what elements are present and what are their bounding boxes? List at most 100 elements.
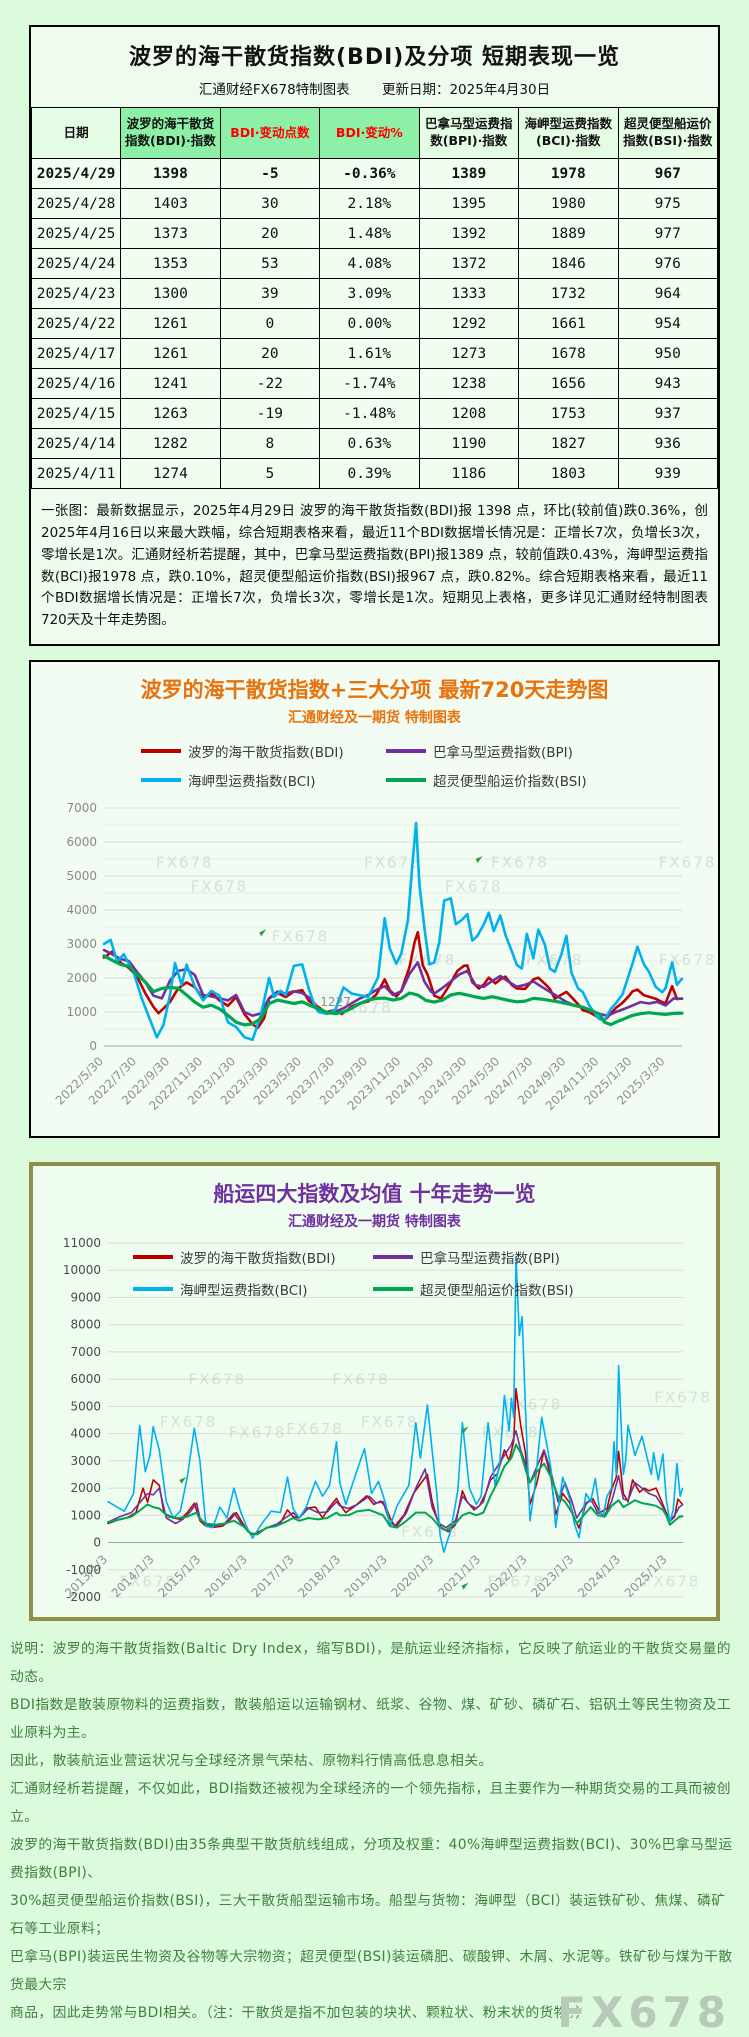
table-cell: -22 [219,368,321,399]
table-cell: 1300 [120,278,221,309]
chart-watermark: FX678 [364,854,422,872]
table-cell: 0.39% [319,458,420,489]
y-tick-label: 2000 [70,1481,101,1495]
x-tick-label: 2018/1/3 [295,1552,343,1600]
y-tick-label: 0 [93,1536,101,1550]
table-cell: 976 [617,248,719,279]
table-cell: 1846 [518,248,619,279]
legend-item: 波罗的海干散货指数(BDI) [133,1247,373,1267]
series-line [102,954,684,1027]
footer-line: BDI指数是散装原物料的运费指数，散装船运以运输钢材、纸浆、谷物、煤、矿砂、磷矿… [10,1697,732,1742]
footer-lines: 说明：波罗的海干散货指数(Baltic Dry Index，缩写BDI)，是航运… [10,1635,739,2027]
table-cell: 939 [617,458,719,489]
table-cell: 1.61% [319,338,420,369]
y-tick-label: 0 [89,1039,97,1053]
column-header: BDI·变动% [319,107,420,159]
table-subtitle-date: 更新日期：2025年4月30日 [381,82,551,98]
chart-720-panel: 波罗的海干散货指数+三大分项 最新720天走势图 汇通财经及一期货 特制图表 波… [29,660,720,1139]
table-cell: 967 [617,158,719,189]
table-cell: 1190 [418,428,520,459]
y-tick-label: 1000 [66,1005,97,1019]
chart-720-svg: 010002000300040005000600070002022/5/3020… [53,801,717,1113]
legend-item: 巴拿马型运费指数(BPI) [386,741,631,761]
table-cell: 1261 [120,338,221,369]
legend-label: 波罗的海干散货指数(BDI) [188,745,344,762]
chart-10y-svg: -2000 -1000 0 1000 2000 3000 4000 5000 6000 7000 8… [62,1236,710,1604]
table-cell: 1.48% [319,218,420,249]
table-cell: 2025/4/24 [30,248,122,279]
table-cell: 936 [617,428,719,459]
table-cell: 1403 [120,188,221,219]
table-cell: 1827 [518,428,619,459]
table-cell: 0 [219,308,321,339]
table-cell: 1261 [120,308,221,339]
table-cell: 1208 [418,398,520,429]
table-row: 2025/4/29 1398 -5 -0.36% 1389 1978 967 [30,158,719,189]
data-annotation: 1227 [320,995,351,1009]
table-cell: 20 [219,338,321,369]
table-cell: -19 [219,398,321,429]
table-header-row: 日期 波罗的海干散货指数(BDI)·指数 BDI·变动点数 BDI·变动% 巴拿马型运费… [30,107,719,159]
table-cell: 4.08% [319,248,420,279]
legend-swatch [141,778,181,783]
chart-watermark: FX678 [526,951,584,969]
y-tick-label: -1000 [66,1563,101,1577]
chart-watermark: FX678 [659,854,717,872]
table-cell: 0.00% [319,308,420,339]
series-line [107,1388,684,1536]
table-row: 2025/4/25 1373 20 1.48% 1392 1889 977 [30,218,719,249]
table-cell: 975 [617,188,719,219]
table-row: 2025/4/24 1353 53 4.08% 1372 1846 976 [30,248,719,279]
y-tick-label: 6000 [70,1372,101,1386]
table-cell: 2025/4/25 [30,218,122,249]
legend-label: 海岬型运费指数(BCI) [188,774,316,791]
table-cell: 1353 [120,248,221,279]
cursor-artifact-icon [179,1477,187,1485]
footer-description: 说明：波罗的海干散货指数(Baltic Dry Index，缩写BDI)，是航运… [10,1635,739,2037]
table-cell: 1978 [518,158,619,189]
legend-item: 波罗的海干散货指数(BDI) [141,741,386,761]
y-tick-label: 2000 [66,971,97,985]
x-tick-label: 2019/1/3 [342,1552,390,1600]
y-tick-label: 4000 [66,903,97,917]
legend-label: 巴拿马型运费指数(BPI) [420,1251,560,1268]
chart-10y-panel: 船运四大指数及均值 十年走势一览 汇通财经及一期货 特制图表 波罗的海干散货指数… [29,1162,720,1622]
table-cell: 2025/4/23 [30,278,122,309]
footer-line: 30%超灵便型船运价指数(BSI)，三大干散货船型运输市场。船型与货物：海岬型（… [10,1893,726,1938]
chart-720-subtitle: 汇通财经及一期货 特制图表 [288,710,461,727]
table-cell: 20 [219,218,321,249]
series-line [107,1430,684,1536]
y-tick-label: 6000 [66,835,97,849]
chart-watermark: FX678 [335,999,393,1017]
bdi-data-table: 日期 波罗的海干散货指数(BDI)·指数 BDI·变动点数 BDI·变动% 巴拿马型运费… [30,107,719,489]
table-cell: 1980 [518,188,619,219]
table-cell: 8 [219,428,321,459]
chart-watermark: FX678 [191,877,249,895]
table-row: 2025/4/14 1282 8 0.63% 1190 1827 936 [30,428,719,459]
chart-10y-legend: 波罗的海干散货指数(BDI) 巴拿马型运费指数(BPI) 海岬型运费指数(BCI) 超… [133,1247,613,1299]
table-cell: 937 [617,398,719,429]
table-cell: 2025/4/17 [30,338,122,369]
legend-item: 巴拿马型运费指数(BPI) [373,1247,613,1267]
legend-swatch [141,749,181,754]
table-subtitle-source: 汇通财经FX678特制图表 [198,82,350,98]
x-tick-label: 2020/1/3 [389,1552,437,1600]
legend-item: 海岬型运费指数(BCI) [133,1279,373,1299]
table-cell: 950 [617,338,719,369]
table-cell: 2025/4/28 [30,188,122,219]
table-cell: 39 [219,278,321,309]
legend-label: 超灵便型船运价指数(BSI) [433,774,587,791]
table-cell: 1395 [418,188,520,219]
table-note: 一张图：最新数据显示，2025年4月29日 波罗的海干散货指数(BDI)报 13… [31,489,718,645]
chart-watermark: FX678 [160,1413,218,1431]
table-cell: 2025/4/16 [30,368,122,399]
table-cell: 0.63% [319,428,420,459]
chart-10y-subtitle: 汇通财经及一期货 特制图表 [288,1214,461,1231]
table-cell: 1241 [120,368,221,399]
y-tick-label: 5000 [66,869,97,883]
y-tick-label: 11000 [63,1236,101,1250]
chart-watermark: FX678 [488,1573,546,1591]
y-tick-label: 4000 [70,1427,101,1441]
table-body: 2025/4/29 1398 -5 -0.36% 1389 1978 967 2025/4/2… [30,158,719,489]
chart-watermark: FX678 [189,1371,247,1389]
